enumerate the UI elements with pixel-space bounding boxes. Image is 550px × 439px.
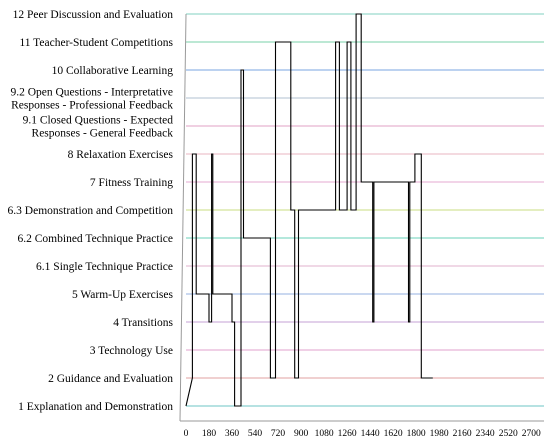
x-tick-label: 1800 (407, 429, 426, 439)
category-label: 11 Teacher-Student Competitions (19, 37, 173, 49)
x-tick-label: 1440 (361, 429, 380, 439)
x-tick-label: 0 (184, 429, 189, 439)
x-tick-label: 2340 (476, 429, 495, 439)
x-tick-label: 720 (271, 429, 286, 439)
axes (179, 13, 544, 422)
category-label: 12 Peer Discussion and Evaluation (13, 9, 174, 21)
series-line (185, 13, 433, 407)
x-tick-label: 2520 (499, 429, 518, 439)
x-tick-label: 1980 (430, 429, 449, 439)
category-label: 6.3 Demonstration and Competition (8, 205, 174, 217)
category-label: 8 Relaxation Exercises (68, 149, 174, 161)
x-tick-label: 900 (294, 429, 309, 439)
category-labels: 1 Explanation and Demonstration 2 Guidanc… (8, 9, 174, 413)
category-label: 2 Guidance and Evaluation (48, 373, 173, 385)
y-axis-line (179, 13, 187, 422)
category-label: 10 Collaborative Learning (52, 65, 174, 77)
category-label: 7 Fitness Training (90, 177, 173, 189)
x-tick-label: 180 (202, 429, 217, 439)
x-tick-label: 2700 (522, 429, 541, 439)
category-label: 6.2 Combined Technique Practice (18, 233, 173, 245)
category-label: 3 Technology Use (90, 345, 173, 357)
x-tick-label: 1080 (315, 429, 334, 439)
x-tick-labels: 0 180 360 540 720 900 1080 1260 1440 1620 1800 1980… (184, 429, 541, 439)
x-tick-label: 1260 (338, 429, 357, 439)
x-tick-label: 1620 (384, 429, 403, 439)
category-label: 9.1 Closed Questions - Expected Responses… (23, 115, 174, 140)
category-label: 6.1 Single Technique Practice (36, 261, 173, 273)
category-label: 1 Explanation and Demonstration (18, 401, 173, 413)
x-tick-label: 540 (248, 429, 263, 439)
category-label: 9.2 Open Questions - Interpretative Respo… (10, 87, 173, 112)
x-tick-label: 360 (225, 429, 240, 439)
category-gridlines (186, 13, 544, 407)
category-label: 5 Warm-Up Exercises (72, 289, 174, 301)
category-label: 4 Transitions (113, 317, 173, 329)
x-tick-label: 2160 (453, 429, 472, 439)
